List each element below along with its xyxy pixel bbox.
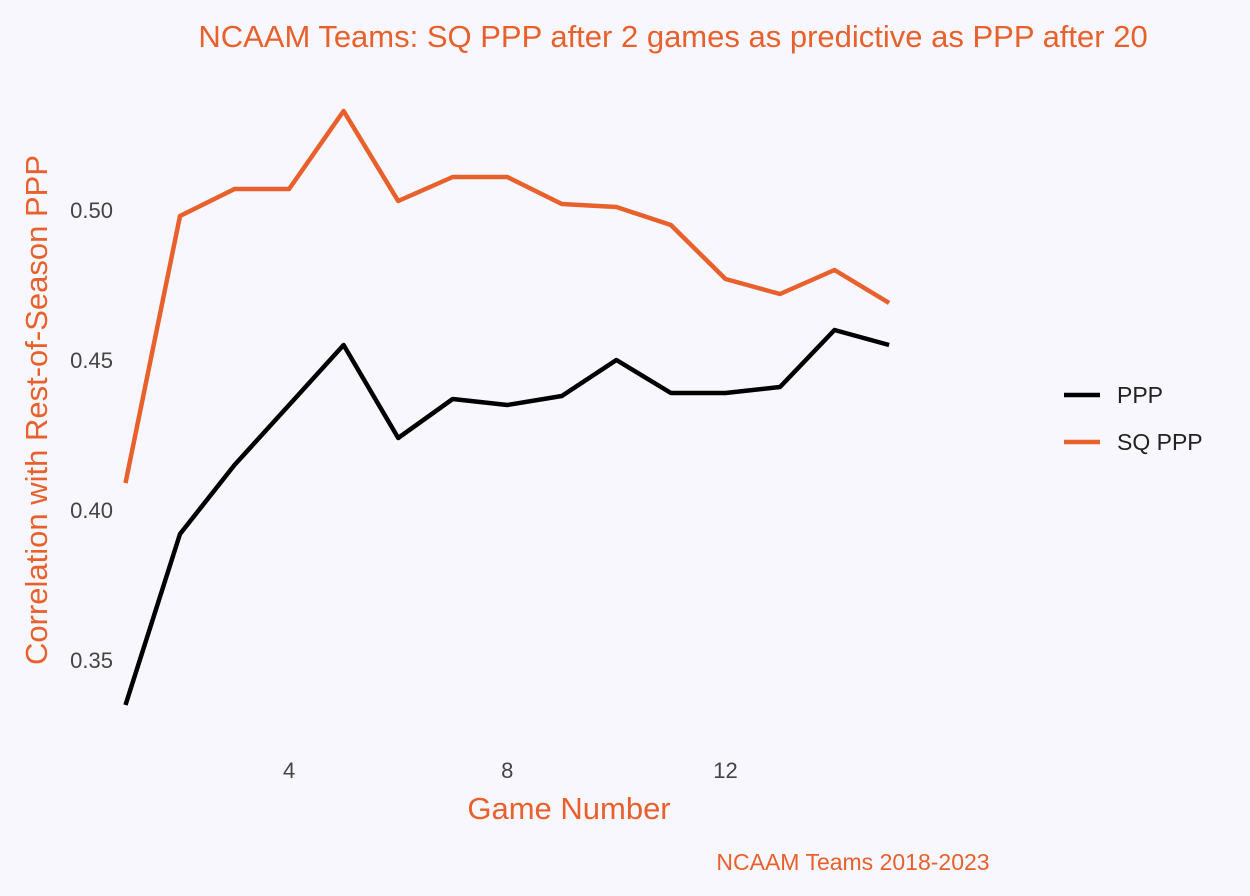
y-axis-label: Correlation with Rest-of-Season PPP (19, 155, 54, 665)
x-tick-label: 8 (501, 758, 513, 783)
y-tick-label: 0.45 (70, 348, 113, 373)
x-axis-label: Game Number (467, 791, 670, 826)
series-line-sq-ppp (123, 108, 891, 484)
x-tick-label: 4 (283, 758, 295, 783)
legend-label: PPP (1117, 382, 1163, 408)
y-axis-ticks: 0.35 0.40 0.45 0.50 (70, 198, 113, 673)
x-tick-label: 12 (713, 758, 737, 783)
y-tick-label: 0.35 (70, 648, 113, 673)
series-line-ppp (123, 327, 890, 706)
legend: PPP SQ PPP (1064, 382, 1203, 455)
y-tick-label: 0.40 (70, 498, 113, 523)
series-lines (123, 108, 891, 706)
chart-caption: NCAAM Teams 2018-2023 (716, 849, 989, 875)
y-tick-label: 0.50 (70, 198, 113, 223)
chart-title: NCAAM Teams: SQ PPP after 2 games as pre… (198, 19, 1147, 54)
legend-label: SQ PPP (1117, 429, 1203, 455)
x-axis-ticks: 4 8 12 (283, 758, 738, 783)
